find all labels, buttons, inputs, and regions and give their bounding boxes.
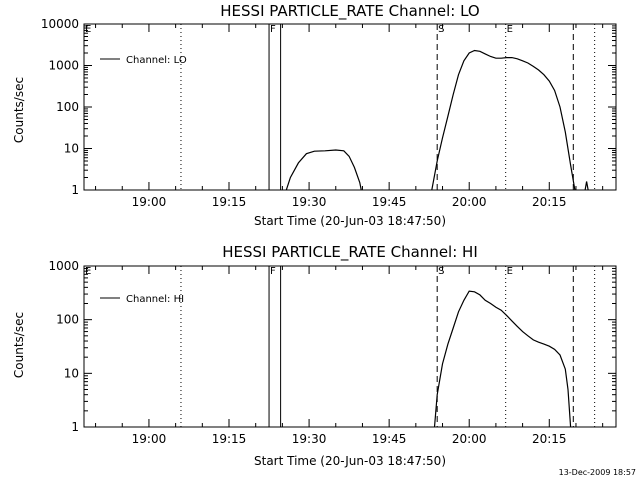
x-tick-label: 19:15 xyxy=(212,195,247,209)
x-tick-label: 20:00 xyxy=(452,195,487,209)
chart-title: HESSI PARTICLE_RATE Channel: HI xyxy=(222,243,478,262)
x-axis-label: Start Time (20-Jun-03 18:47:50) xyxy=(254,454,446,468)
y-axis-label: Counts/sec xyxy=(12,312,26,378)
x-tick-label: 19:15 xyxy=(212,432,247,446)
y-tick-label: 1000 xyxy=(48,59,79,73)
y-tick-label: 1000 xyxy=(48,259,79,273)
series-line xyxy=(433,290,572,427)
legend-label: Channel: LO xyxy=(126,55,187,66)
x-tick-label: 19:45 xyxy=(372,195,407,209)
marker-label: E xyxy=(507,24,513,35)
marker-label: E xyxy=(85,24,91,35)
x-tick-label: 19:30 xyxy=(292,195,327,209)
marker-label: S xyxy=(438,266,444,277)
legend-label: Channel: HI xyxy=(126,294,184,305)
x-tick-label: 19:45 xyxy=(372,432,407,446)
chart-panel-hi: HESSI PARTICLE_RATE Channel: HI Start Ti… xyxy=(12,243,617,468)
plot-frame xyxy=(83,23,617,191)
x-tick-label: 20:15 xyxy=(532,432,567,446)
marker-label: F xyxy=(270,266,276,277)
series-line xyxy=(431,49,576,190)
legend: Channel: HI xyxy=(100,294,184,305)
y-tick-label: 10000 xyxy=(41,17,79,31)
y-tick-label: 10 xyxy=(64,366,79,380)
series-line xyxy=(584,181,589,190)
y-tick-label: 1 xyxy=(71,183,79,197)
x-tick-label: 19:00 xyxy=(132,432,167,446)
marker-label: E xyxy=(85,266,91,277)
y-tick-label: 100 xyxy=(56,100,79,114)
chart-panel-lo: HESSI PARTICLE_RATE Channel: LO Start Ti… xyxy=(12,2,617,228)
x-tick-label: 19:00 xyxy=(132,195,167,209)
series-line xyxy=(285,149,362,190)
chart-title: HESSI PARTICLE_RATE Channel: LO xyxy=(220,2,479,21)
marker-label: E xyxy=(507,266,513,277)
y-axis-label: Counts/sec xyxy=(12,77,26,143)
y-tick-label: 1 xyxy=(71,420,79,434)
plot-frame xyxy=(83,265,617,428)
marker-label: F xyxy=(270,24,276,35)
x-tick-label: 20:00 xyxy=(452,432,487,446)
y-tick-label: 100 xyxy=(56,313,79,327)
footer-timestamp: 13-Dec-2009 18:57 xyxy=(559,468,636,477)
x-tick-label: 20:15 xyxy=(532,195,567,209)
x-tick-label: 19:30 xyxy=(292,432,327,446)
marker-label: S xyxy=(438,24,444,35)
y-tick-label: 10 xyxy=(64,142,79,156)
legend: Channel: LO xyxy=(100,55,187,66)
x-axis-label: Start Time (20-Jun-03 18:47:50) xyxy=(254,214,446,228)
